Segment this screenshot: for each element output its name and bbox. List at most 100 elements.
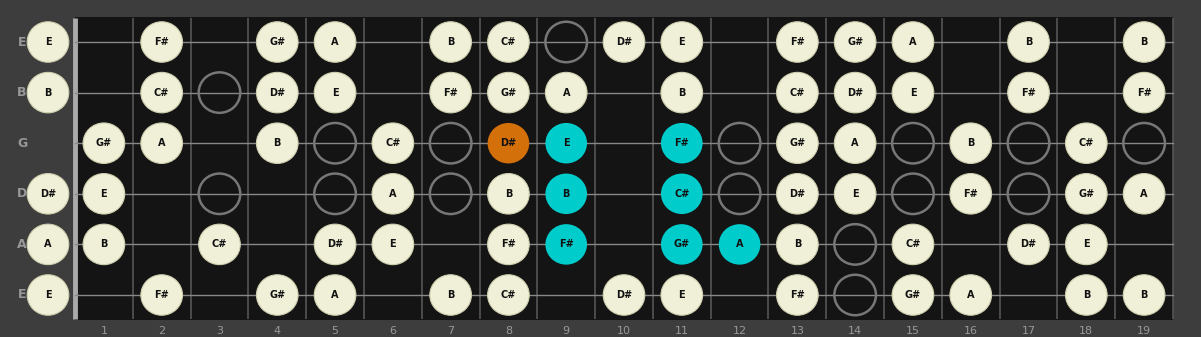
Ellipse shape	[1008, 72, 1050, 113]
Text: C#: C#	[790, 88, 805, 98]
Text: D#: D#	[789, 189, 806, 199]
Ellipse shape	[892, 72, 933, 113]
Ellipse shape	[488, 72, 530, 113]
Ellipse shape	[315, 224, 355, 265]
Text: F#: F#	[558, 239, 574, 249]
Text: D#: D#	[269, 88, 286, 98]
Text: B: B	[967, 138, 974, 148]
Ellipse shape	[315, 275, 355, 315]
Text: 15: 15	[906, 326, 920, 336]
Ellipse shape	[372, 174, 413, 214]
Text: G#: G#	[269, 37, 286, 47]
Ellipse shape	[777, 72, 818, 113]
Ellipse shape	[1123, 275, 1165, 315]
Ellipse shape	[141, 22, 183, 62]
Text: E: E	[331, 88, 339, 98]
Text: 18: 18	[1080, 326, 1093, 336]
Text: A: A	[909, 37, 916, 47]
Ellipse shape	[777, 224, 818, 265]
Text: 3: 3	[216, 326, 223, 336]
Text: F#: F#	[790, 37, 805, 47]
Ellipse shape	[661, 275, 703, 315]
Ellipse shape	[835, 72, 876, 113]
Text: E: E	[679, 37, 685, 47]
Text: G#: G#	[789, 138, 806, 148]
Text: E: E	[909, 88, 916, 98]
Text: 6: 6	[389, 326, 396, 336]
Ellipse shape	[545, 174, 587, 214]
Text: 12: 12	[733, 326, 747, 336]
Text: D#: D#	[327, 239, 343, 249]
Ellipse shape	[545, 123, 587, 163]
Text: 1: 1	[101, 326, 107, 336]
Text: G#: G#	[501, 88, 516, 98]
Text: F#: F#	[1136, 88, 1152, 98]
Text: A: A	[331, 37, 339, 47]
Text: C#: C#	[906, 239, 921, 249]
Ellipse shape	[777, 275, 818, 315]
Ellipse shape	[83, 224, 125, 265]
Text: G#: G#	[674, 239, 689, 249]
Text: 14: 14	[848, 326, 862, 336]
Text: C#: C#	[501, 37, 516, 47]
Ellipse shape	[892, 22, 933, 62]
Text: D#: D#	[847, 88, 864, 98]
Text: D#: D#	[501, 138, 516, 148]
Ellipse shape	[83, 174, 125, 214]
Text: B: B	[44, 88, 52, 98]
Text: C#: C#	[154, 88, 169, 98]
Ellipse shape	[1123, 72, 1165, 113]
Text: D#: D#	[40, 189, 56, 199]
Text: B: B	[17, 86, 26, 99]
Text: B: B	[447, 290, 454, 300]
Text: A: A	[17, 238, 26, 251]
Text: 16: 16	[963, 326, 978, 336]
Text: B: B	[679, 88, 686, 98]
Ellipse shape	[488, 275, 530, 315]
Text: E: E	[44, 37, 52, 47]
Text: A: A	[159, 138, 166, 148]
Ellipse shape	[141, 275, 183, 315]
Ellipse shape	[777, 22, 818, 62]
Text: 11: 11	[675, 326, 689, 336]
Ellipse shape	[488, 123, 530, 163]
Ellipse shape	[257, 72, 298, 113]
Ellipse shape	[950, 174, 992, 214]
Text: G: G	[17, 137, 28, 150]
Text: F#: F#	[963, 189, 978, 199]
Text: 17: 17	[1022, 326, 1035, 336]
Ellipse shape	[661, 22, 703, 62]
Text: 8: 8	[504, 326, 512, 336]
Ellipse shape	[603, 275, 645, 315]
Ellipse shape	[28, 72, 68, 113]
Text: G#: G#	[904, 290, 921, 300]
Ellipse shape	[1123, 174, 1165, 214]
Ellipse shape	[257, 123, 298, 163]
Text: 10: 10	[617, 326, 631, 336]
Ellipse shape	[718, 224, 760, 265]
Ellipse shape	[892, 275, 933, 315]
Ellipse shape	[28, 224, 68, 265]
Text: F#: F#	[675, 138, 689, 148]
Ellipse shape	[1065, 275, 1107, 315]
Ellipse shape	[141, 72, 183, 113]
Text: E: E	[44, 290, 52, 300]
Text: D: D	[17, 187, 28, 200]
Text: F#: F#	[154, 37, 169, 47]
Ellipse shape	[1123, 22, 1165, 62]
Text: E: E	[18, 35, 26, 49]
Text: B: B	[794, 239, 801, 249]
Text: C#: C#	[1078, 138, 1094, 148]
Ellipse shape	[1065, 123, 1107, 163]
Text: B: B	[1141, 290, 1148, 300]
Text: E: E	[563, 138, 569, 148]
Ellipse shape	[777, 174, 818, 214]
Text: E: E	[389, 239, 396, 249]
Ellipse shape	[835, 174, 876, 214]
Text: E: E	[852, 189, 859, 199]
Text: D#: D#	[1021, 239, 1036, 249]
Text: 7: 7	[447, 326, 454, 336]
Text: D#: D#	[616, 290, 632, 300]
Text: B: B	[1141, 37, 1148, 47]
Ellipse shape	[28, 275, 68, 315]
